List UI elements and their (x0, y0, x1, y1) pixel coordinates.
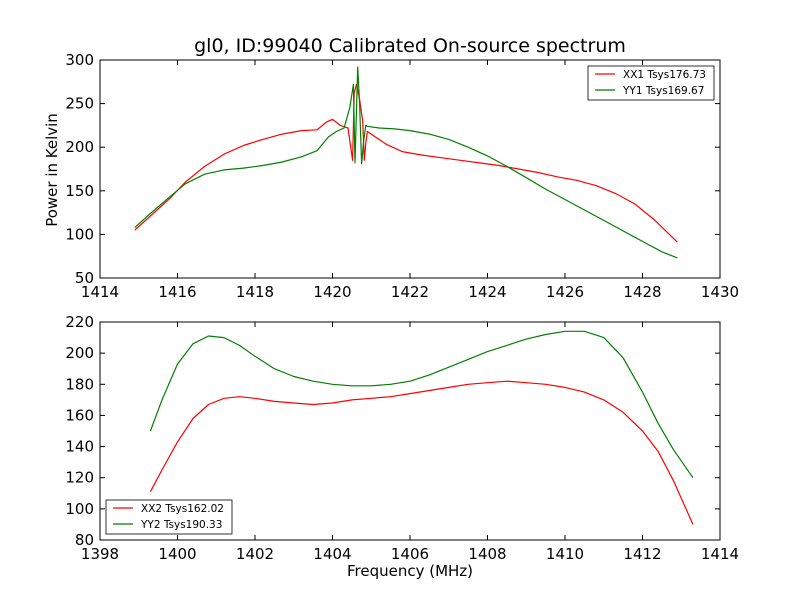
top-x-tick-label: 1414 (81, 283, 119, 301)
bottom-x-tick-label: 1410 (546, 545, 584, 563)
chart-title: gl0, ID:99040 Calibrated On-source spect… (194, 35, 626, 57)
legend-label-xx2: XX2 Tsys162.02 (141, 503, 224, 515)
top-x-tick-label: 1418 (236, 283, 274, 301)
legend-label-xx1: XX1 Tsys176.73 (623, 69, 706, 81)
bottom-subplot: Frequency (MHz) 1398 1400 1402 1404 1406 1408… (65, 313, 739, 580)
bottom-x-tick-label: 1406 (391, 545, 429, 563)
bottom-y-tick-label: 160 (65, 406, 94, 424)
top-legend-box (587, 65, 715, 101)
top-plot-lines (134, 66, 678, 259)
top-x-tick-label: 1428 (623, 283, 661, 301)
top-axis-ticks: 1414 1416 1418 1420 1422 1424 1426 1428 1430 50 10… (65, 51, 739, 301)
bottom-legend: XX2 Tsys162.02 YY2 Tsys190.33 (105, 499, 233, 535)
top-y-tick-label: 200 (65, 138, 94, 156)
bottom-y-tick-label: 180 (65, 375, 94, 393)
bottom-series-line-1 (149, 330, 694, 479)
top-x-tick-label: 1420 (313, 283, 351, 301)
bottom-x-tick-label: 1398 (81, 545, 119, 563)
top-y-tick-label: 250 (65, 95, 94, 113)
top-x-tick-label: 1426 (546, 283, 584, 301)
top-series-line-1 (134, 66, 678, 259)
top-y-tick-label: 50 (75, 269, 94, 287)
bottom-y-tick-label: 80 (75, 531, 94, 549)
bottom-x-tick-label: 1408 (468, 545, 506, 563)
top-x-tick-label: 1424 (468, 283, 506, 301)
top-y-axis-label: Power in Kelvin (43, 113, 61, 227)
top-x-tick-label: 1422 (391, 283, 429, 301)
bottom-x-tick-label: 1412 (623, 545, 661, 563)
top-plot-frame (99, 59, 721, 279)
bottom-x-tick-label: 1414 (701, 545, 739, 563)
bottom-plot-lines (149, 330, 694, 525)
top-x-tick-label: 1416 (158, 283, 196, 301)
bottom-y-tick-label: 120 (65, 469, 94, 487)
bottom-y-tick-label: 140 (65, 438, 94, 456)
bottom-y-tick-label: 200 (65, 344, 94, 362)
top-y-tick-label: 300 (65, 51, 94, 69)
legend-label-yy2: YY2 Tsys190.33 (140, 519, 222, 531)
bottom-series-line-0 (149, 380, 694, 525)
top-y-tick-label: 150 (65, 182, 94, 200)
bottom-plot-frame (99, 321, 721, 541)
top-y-tick-label: 100 (65, 225, 94, 243)
bottom-x-tick-label: 1400 (158, 545, 196, 563)
top-legend: XX1 Tsys176.73 YY1 Tsys169.67 (587, 65, 715, 101)
bottom-legend-box (105, 499, 233, 535)
bottom-y-tick-label: 220 (65, 313, 94, 331)
bottom-x-tick-label: 1404 (313, 545, 351, 563)
bottom-y-tick-label: 100 (65, 500, 94, 518)
top-subplot: gl0, ID:99040 Calibrated On-source spect… (43, 35, 739, 301)
bottom-x-axis-label: Frequency (MHz) (347, 562, 473, 580)
bottom-x-tick-label: 1402 (236, 545, 274, 563)
legend-label-yy1: YY1 Tsys169.67 (622, 85, 704, 97)
top-x-tick-label: 1430 (701, 283, 739, 301)
